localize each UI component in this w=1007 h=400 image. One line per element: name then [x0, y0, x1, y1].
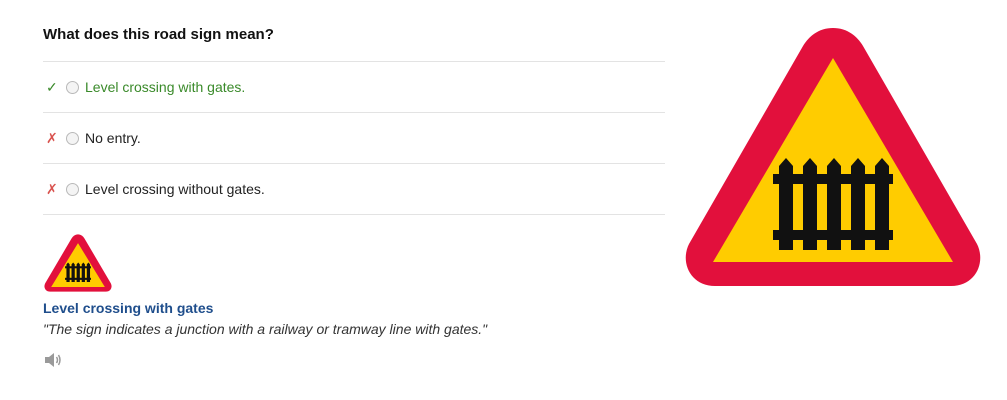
gate-fence-icon [773, 158, 893, 250]
level-crossing-sign-icon [44, 234, 112, 292]
answer-radio-2[interactable] [66, 131, 79, 145]
cross-icon: ✗ [46, 180, 58, 197]
answer-label-2: No entry. [85, 130, 141, 146]
answer-list: ✓ Level crossing with gates. ✗ No entry.… [43, 61, 665, 215]
explanation-quote: "The sign indicates a junction with a ra… [43, 321, 488, 337]
explanation-block: Level crossing with gates "The sign indi… [43, 232, 665, 369]
answer-option-3[interactable]: ✗ Level crossing without gates. [43, 164, 665, 215]
answer-label-1: Level crossing with gates. [85, 79, 246, 95]
question-title: What does this road sign mean? [43, 26, 274, 43]
road-sign-image [685, 28, 981, 286]
answer-radio-3[interactable] [66, 182, 79, 196]
check-icon: ✓ [46, 78, 58, 95]
answer-label-3: Level crossing without gates. [85, 181, 265, 197]
explanation-title: Level crossing with gates [43, 300, 214, 316]
answer-option-1[interactable]: ✓ Level crossing with gates. [43, 62, 665, 113]
answer-option-2[interactable]: ✗ No entry. [43, 113, 665, 164]
speaker-icon[interactable] [43, 351, 63, 369]
cross-icon: ✗ [46, 129, 58, 146]
answer-radio-1[interactable] [66, 80, 79, 94]
